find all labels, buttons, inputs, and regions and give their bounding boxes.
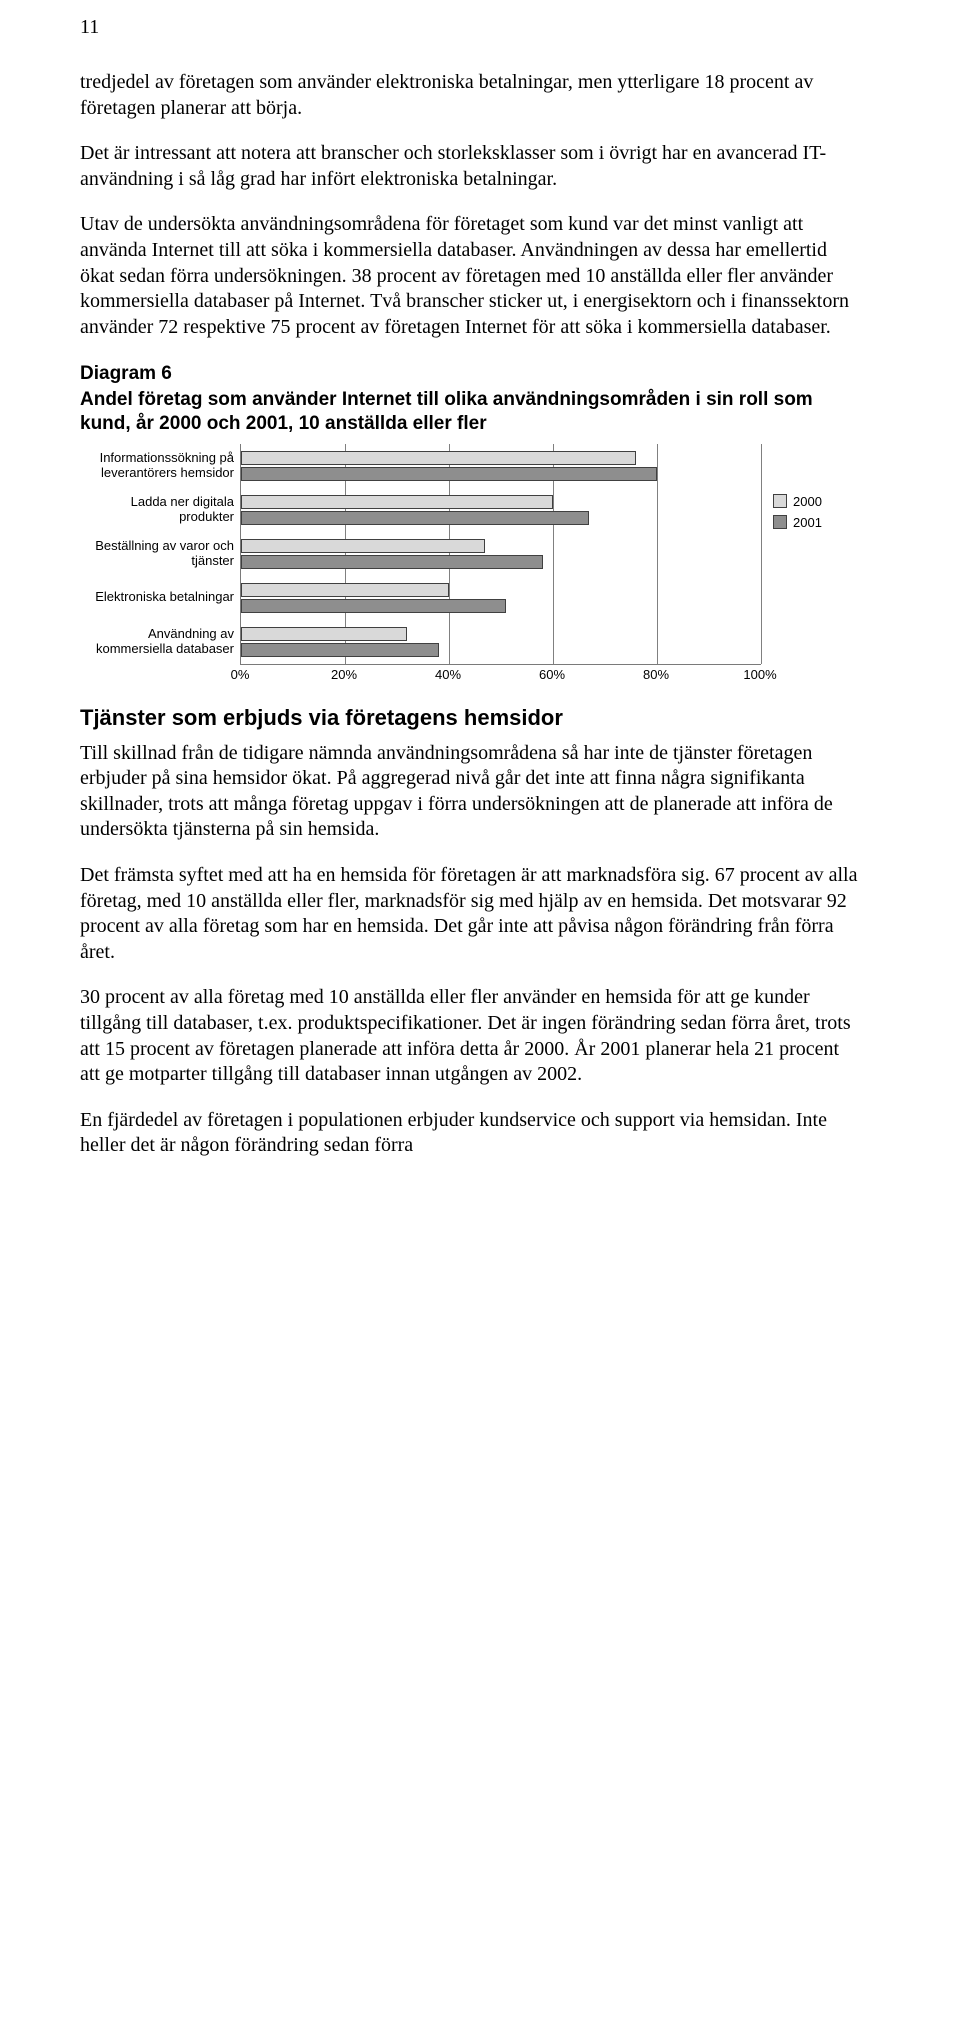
- legend-label: 2001: [793, 515, 822, 530]
- chart-bar: [241, 539, 485, 553]
- diagram-6-chart: Informationssökning på leverantörers hem…: [80, 444, 860, 687]
- chart-bar: [241, 643, 439, 657]
- y-axis-label: Elektroniska betalningar: [80, 576, 240, 620]
- chart-bar: [241, 599, 506, 613]
- chart-bar: [241, 583, 449, 597]
- chart-bar: [241, 511, 589, 525]
- diagram-title: Andel företag som använder Internet till…: [80, 388, 860, 436]
- x-axis-tick: 100%: [743, 667, 776, 682]
- x-axis-tick: 60%: [539, 667, 565, 682]
- diagram-number: Diagram 6: [80, 362, 860, 386]
- chart-bar: [241, 467, 657, 481]
- legend-label: 2000: [793, 494, 822, 509]
- section-heading: Tjänster som erbjuds via företagens hems…: [80, 705, 860, 731]
- chart-plot-area: [240, 444, 761, 665]
- chart-wrap: Informationssökning på leverantörers hem…: [80, 444, 860, 665]
- x-axis-tick: 40%: [435, 667, 461, 682]
- legend-item: 2000: [773, 494, 822, 509]
- page-container: 11 tredjedel av företagen som använder e…: [0, 0, 960, 1219]
- paragraph-5: Det främsta syftet med att ha en hemsida…: [80, 863, 860, 965]
- paragraph-3: Utav de undersökta användningsområdena f…: [80, 212, 860, 340]
- legend-swatch: [773, 515, 787, 529]
- legend-swatch: [773, 494, 787, 508]
- x-axis-tick: 20%: [331, 667, 357, 682]
- x-axis-tick: 80%: [643, 667, 669, 682]
- chart-bar: [241, 627, 407, 641]
- chart-bar: [241, 555, 543, 569]
- chart-bar: [241, 451, 636, 465]
- y-axis-label: Ladda ner digitala produkter: [80, 488, 240, 532]
- chart-bar: [241, 495, 553, 509]
- paragraph-4: Till skillnad från de tidigare nämnda an…: [80, 741, 860, 843]
- paragraph-7: En fjärdedel av företagen i populationen…: [80, 1108, 860, 1159]
- y-axis-label: Beställning av varor och tjänster: [80, 532, 240, 576]
- grid-line: [657, 444, 658, 664]
- paragraph-2: Det är intressant att notera att bransch…: [80, 141, 860, 192]
- paragraph-6: 30 procent av alla företag med 10 anstäl…: [80, 985, 860, 1087]
- x-axis-tick: 0%: [231, 667, 250, 682]
- chart-x-axis: 0%20%40%60%80%100%: [240, 665, 760, 687]
- legend-item: 2001: [773, 515, 822, 530]
- y-axis-label: Användning av kommersiella databaser: [80, 620, 240, 664]
- y-axis-label: Informationssökning på leverantörers hem…: [80, 444, 240, 488]
- chart-legend: 2000 2001: [773, 494, 822, 536]
- page-number: 11: [80, 16, 99, 39]
- paragraph-1: tredjedel av företagen som använder elek…: [80, 70, 860, 121]
- chart-y-labels: Informationssökning på leverantörers hem…: [80, 444, 240, 664]
- grid-line: [761, 444, 762, 664]
